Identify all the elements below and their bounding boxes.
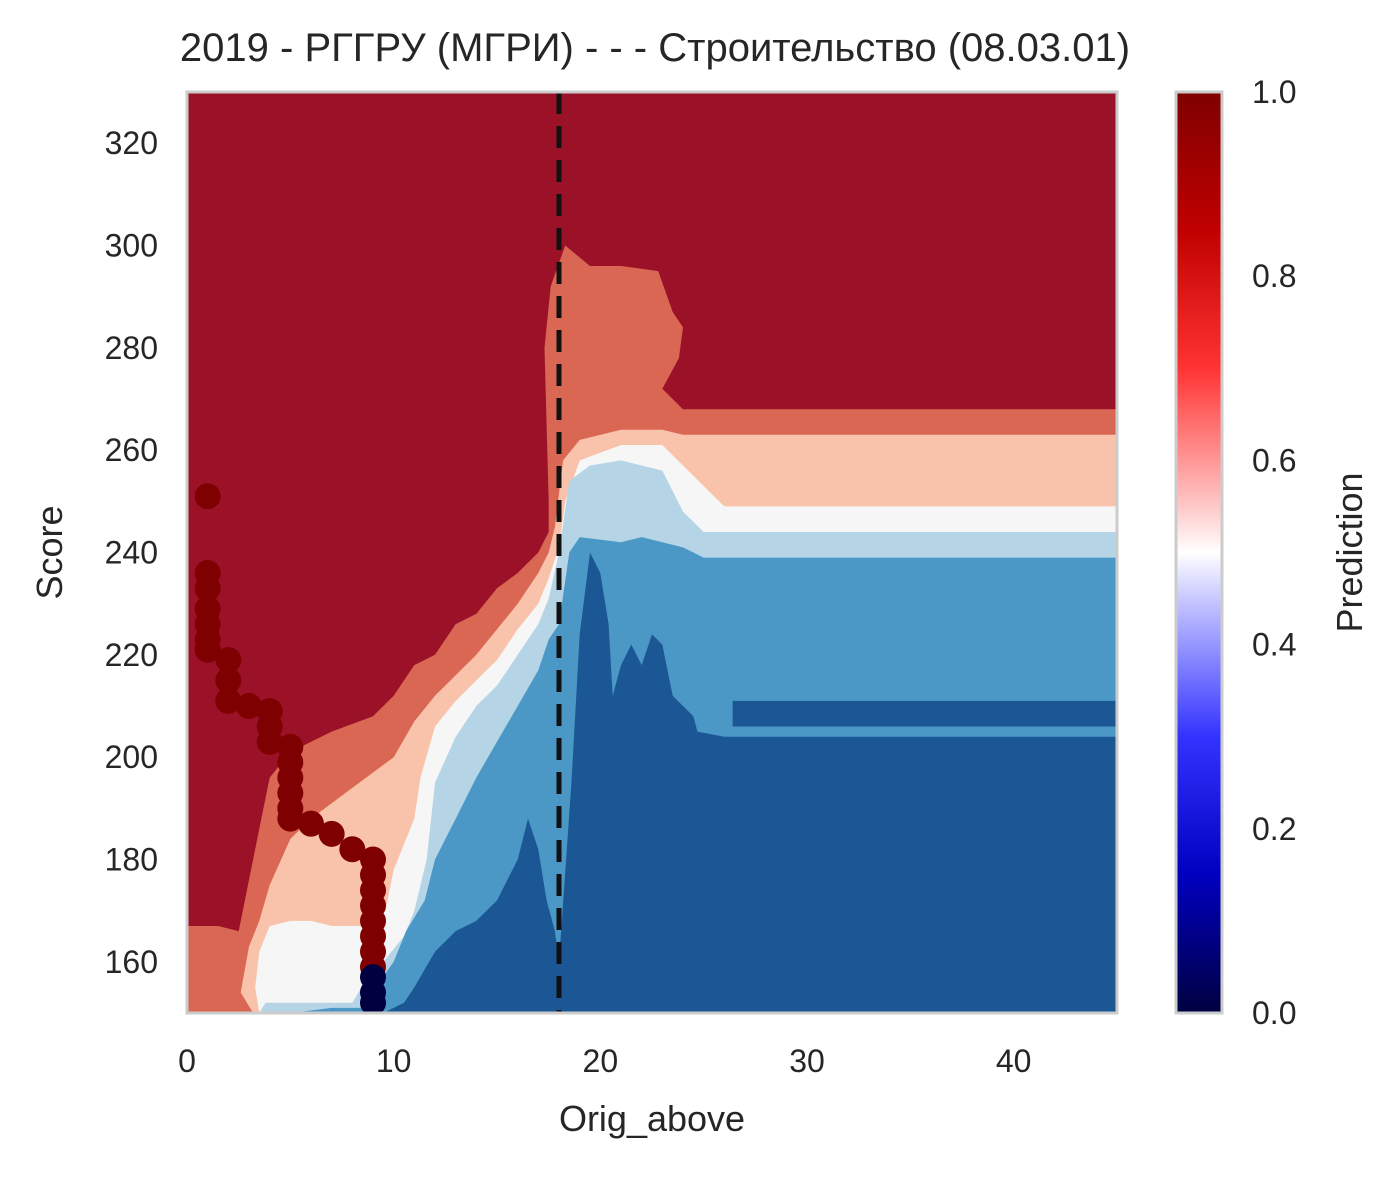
data-point (236, 693, 262, 719)
data-point (360, 989, 386, 1013)
data-point (215, 667, 242, 694)
x-tick-label: 10 (376, 1043, 412, 1079)
axes: 0 10 20 30 40 160 180 200 220 240 260 280 300 320 Orig… (29, 90, 1119, 1139)
colorbar-tick-label: 0.4 (1252, 627, 1296, 663)
y-tick-label: 300 (105, 228, 158, 264)
data-point (318, 820, 345, 847)
data-point (194, 636, 221, 663)
colorbar-tick-label: 0.8 (1252, 258, 1296, 294)
x-tick-label: 40 (996, 1043, 1032, 1079)
data-point (277, 805, 304, 832)
colorbar-tick-label: 1.0 (1252, 74, 1296, 110)
data-point (339, 836, 366, 863)
y-tick-label: 280 (105, 330, 158, 366)
x-tick-label: 30 (789, 1043, 825, 1079)
colorbar-label: Prediction (1329, 472, 1370, 632)
plot-area (187, 92, 1117, 1013)
contour-region (732, 700, 1117, 727)
contour-region (383, 552, 1117, 1013)
x-tick-label: 20 (583, 1043, 619, 1079)
plot-frame (185, 90, 1119, 1015)
x-axis-label: Orig_above (559, 1098, 745, 1139)
y-axis-label: Score (29, 505, 70, 599)
colorbar: 0.0 0.2 0.4 0.6 0.8 1.0 Prediction (1174, 74, 1370, 1031)
y-tick-label: 180 (105, 842, 158, 878)
y-tick-label: 220 (105, 637, 158, 673)
data-point (215, 687, 242, 714)
chart-title: 2019 - РГГРУ (МГРИ) - - - Строительство … (179, 26, 1131, 70)
colorbar-tick-label: 0.2 (1252, 811, 1296, 847)
data-point (256, 728, 283, 755)
data-point (194, 483, 221, 510)
y-tick-label: 260 (105, 432, 158, 468)
colorbar-gradient (1174, 90, 1224, 1015)
y-tick-label: 160 (105, 944, 158, 980)
colorbar-tick-label: 0.6 (1252, 442, 1296, 478)
y-tick-label: 240 (105, 535, 158, 571)
y-tick-label: 200 (105, 739, 158, 775)
y-tick-label: 320 (105, 125, 158, 161)
x-tick-label: 0 (178, 1043, 196, 1079)
colorbar-tick-label: 0.0 (1252, 995, 1296, 1031)
data-point (194, 575, 221, 602)
data-point (215, 646, 242, 673)
data-point (298, 810, 324, 837)
